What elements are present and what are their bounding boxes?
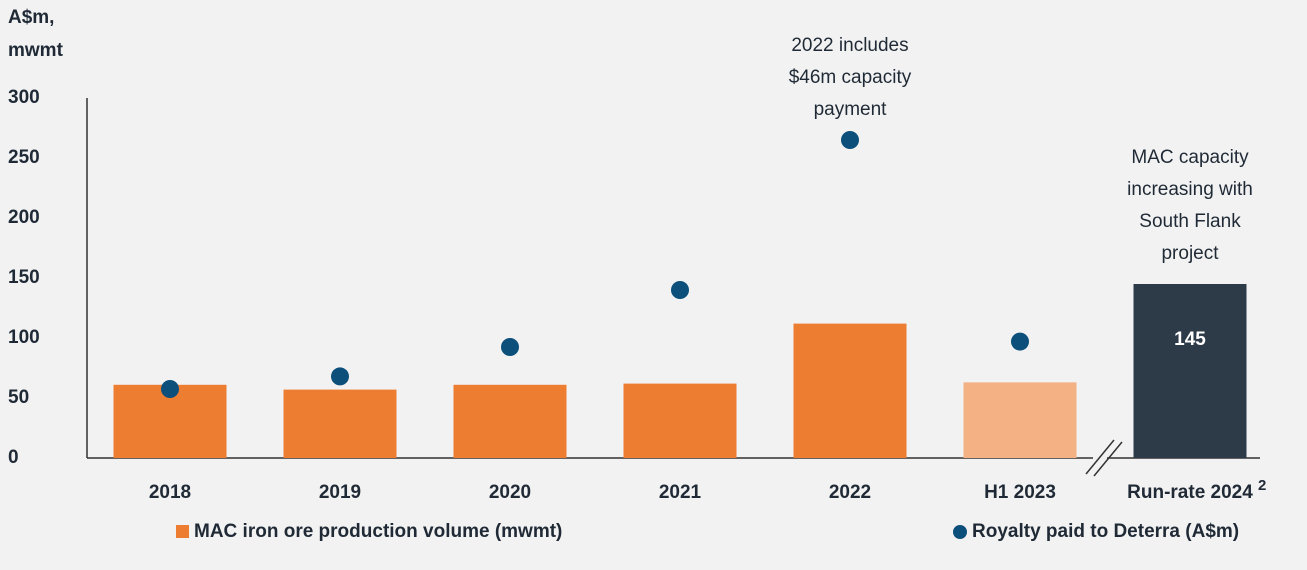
- y-tick-label: 250: [8, 147, 40, 168]
- dot: [1011, 332, 1029, 351]
- y-axis-label: mwmt: [8, 40, 64, 61]
- footnote-marker: 2: [1258, 477, 1266, 494]
- legend-swatch: [953, 525, 967, 539]
- x-tick-label: 2018: [149, 482, 191, 503]
- bar: [1133, 284, 1247, 458]
- x-tick-label: H1 2023: [984, 482, 1056, 503]
- x-tick-label: Run-rate 2024: [1127, 482, 1253, 503]
- annotation: MAC capacity: [1131, 147, 1249, 168]
- annotation: 2022 includes: [791, 35, 908, 56]
- x-tick-label: 2021: [659, 482, 702, 503]
- annotation: project: [1161, 243, 1219, 264]
- y-tick-label: 200: [8, 207, 40, 228]
- x-tick-label: 2019: [319, 482, 361, 503]
- dot: [161, 380, 179, 398]
- y-tick-label: 150: [8, 267, 40, 288]
- bar: [963, 382, 1077, 458]
- y-tick-label: 300: [8, 87, 40, 108]
- dot: [501, 338, 519, 356]
- data-label: 145: [1174, 329, 1206, 350]
- legend-label: MAC iron ore production volume (mwmt): [194, 521, 562, 542]
- annotation: increasing with: [1127, 179, 1253, 200]
- y-axis-label: A$m,: [8, 7, 54, 28]
- annotation: payment: [814, 99, 888, 120]
- legend-label: Royalty paid to Deterra (A$m): [972, 521, 1239, 542]
- y-tick-label: 100: [8, 327, 40, 348]
- dot: [331, 367, 349, 386]
- annotation: $46m capacity: [789, 67, 912, 88]
- bar: [283, 389, 397, 458]
- axis-break: [1085, 439, 1115, 475]
- x-tick-label: 2020: [489, 482, 531, 503]
- dot: [671, 281, 689, 299]
- bar: [453, 384, 567, 458]
- legend-swatch: [176, 525, 189, 538]
- bar: [623, 383, 737, 458]
- dot: [841, 131, 859, 149]
- y-tick-label: 0: [8, 447, 19, 468]
- annotation: South Flank: [1139, 211, 1241, 232]
- y-tick-label: 50: [8, 387, 29, 408]
- axis-break: [1093, 441, 1123, 477]
- x-tick-label: 2022: [829, 482, 871, 503]
- bar: [793, 323, 907, 458]
